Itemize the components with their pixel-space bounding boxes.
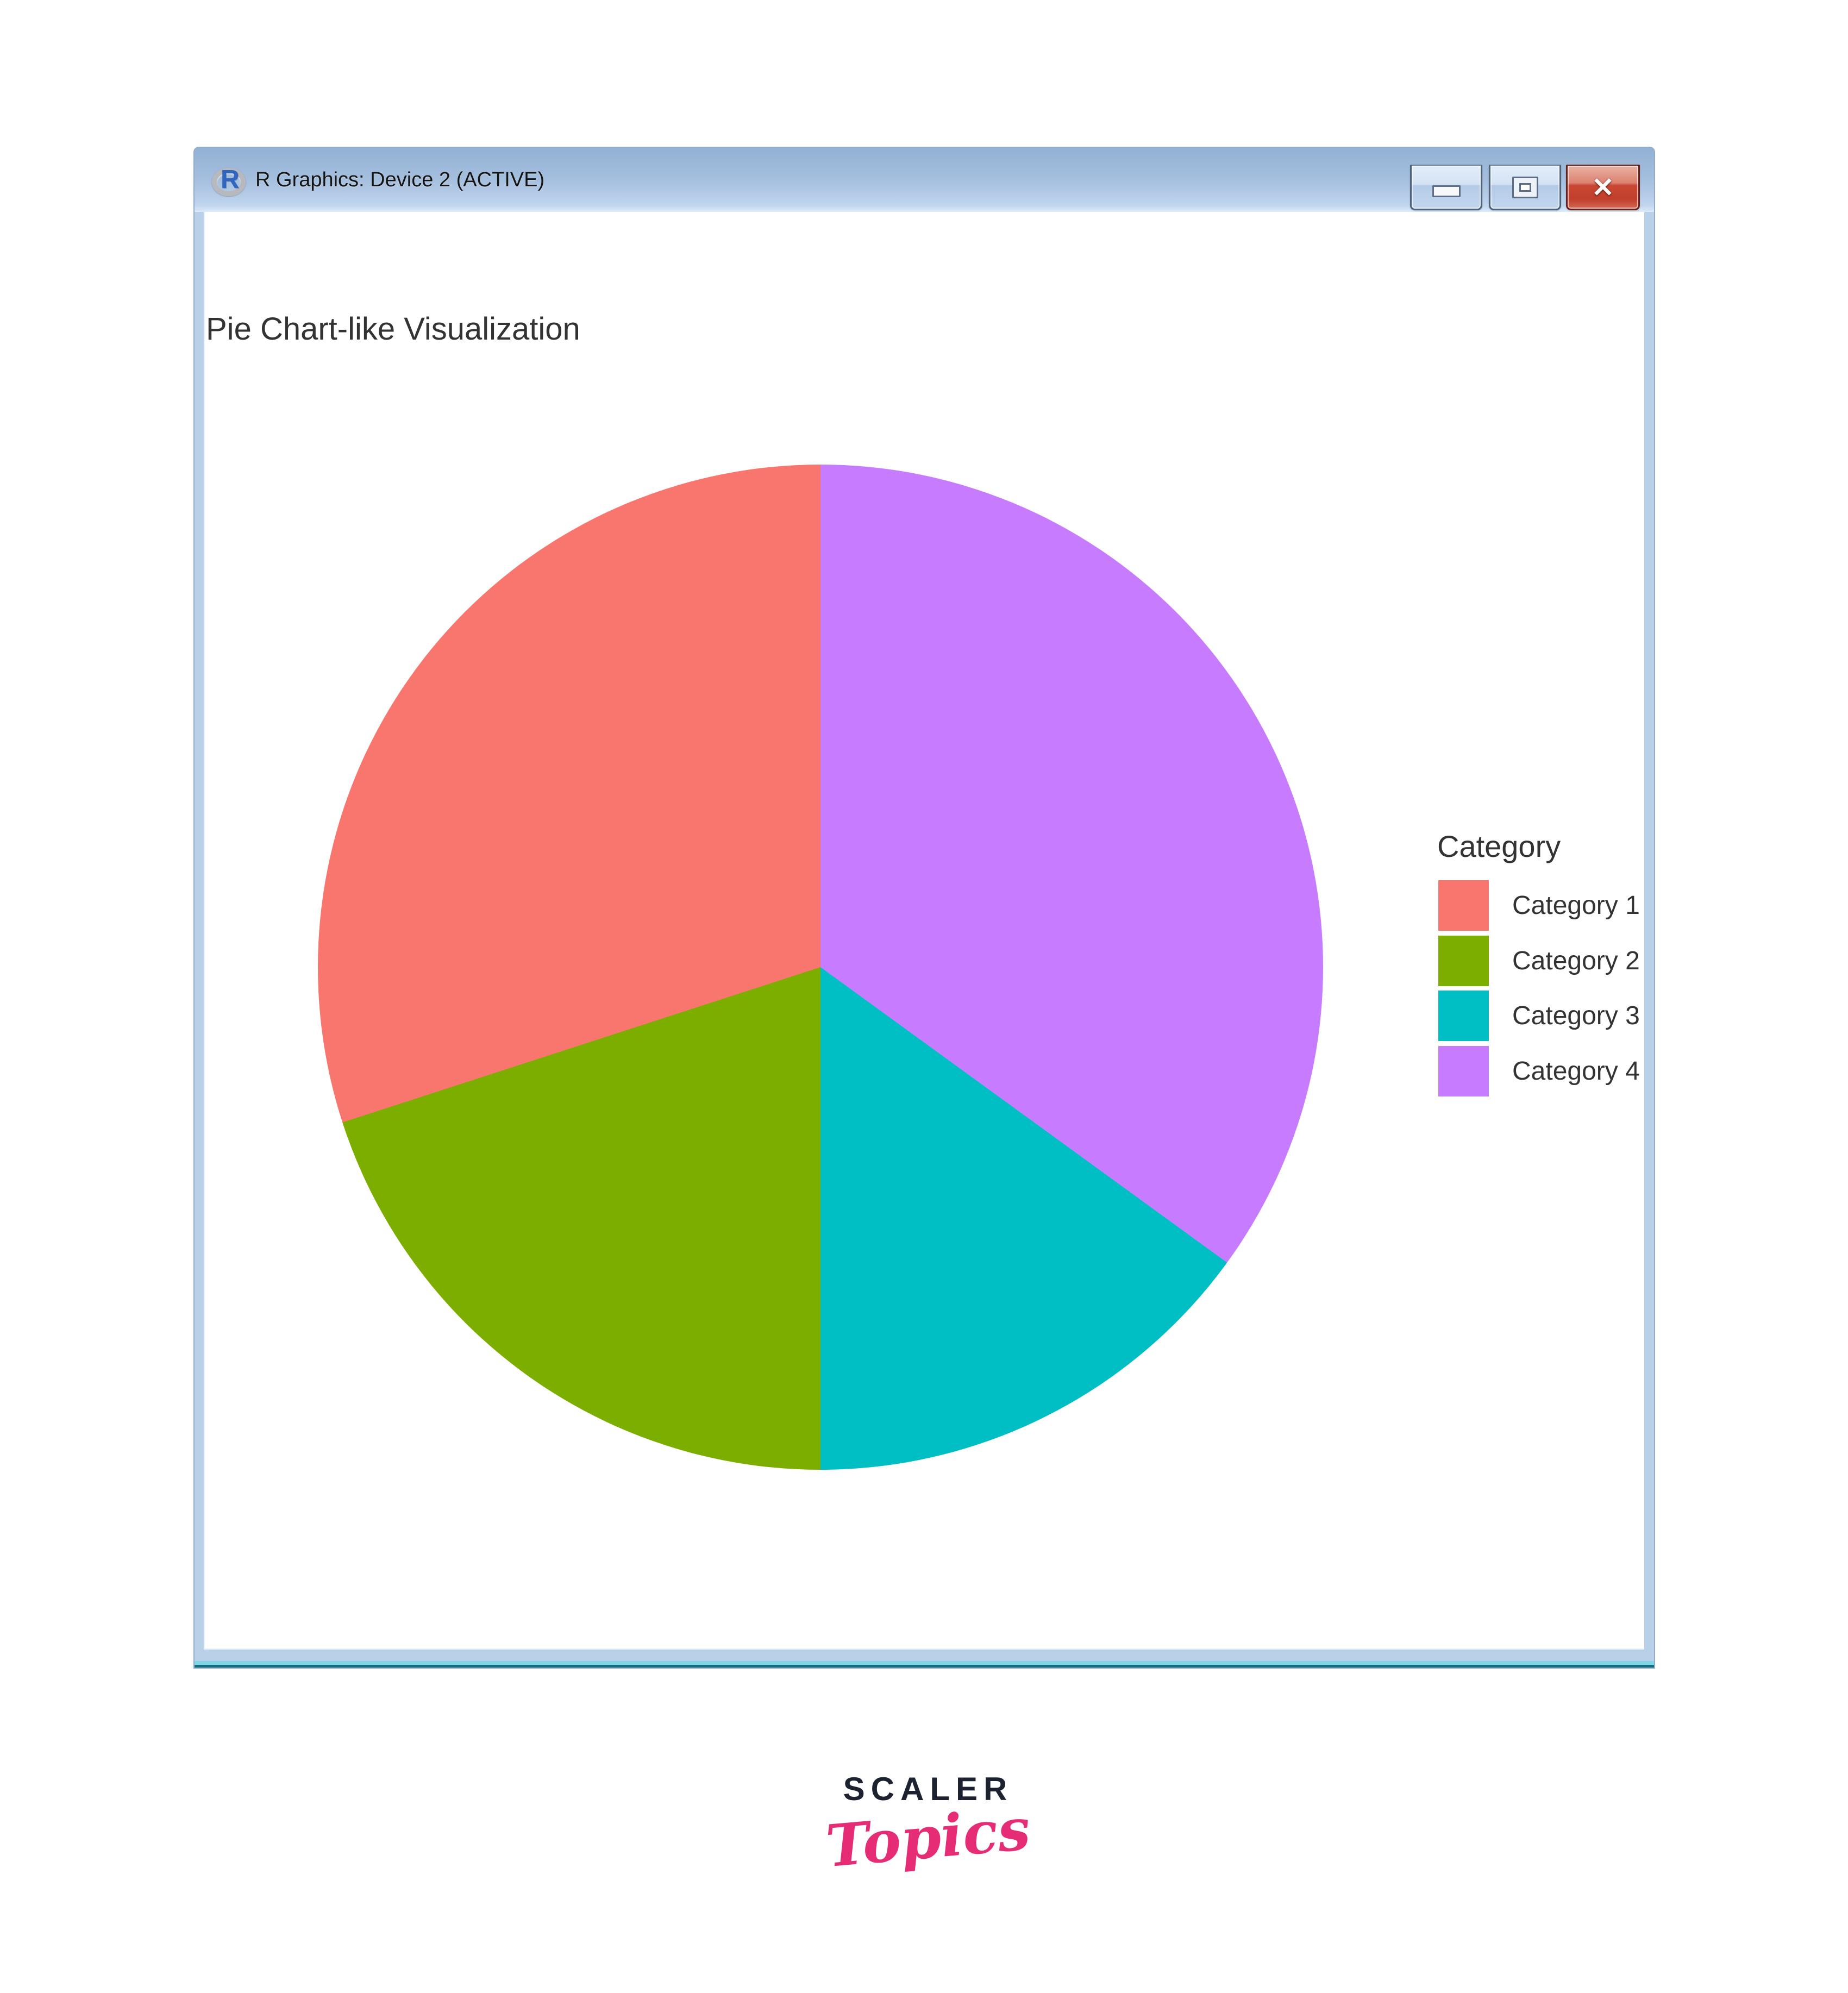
legend-swatch-category-1: [1438, 880, 1489, 931]
chart-title: Pie Chart-like Visualization: [206, 311, 580, 347]
legend-label: Category 3: [1512, 1001, 1640, 1030]
legend-item: Category 3: [1438, 991, 1644, 1041]
pie-chart: [318, 465, 1323, 1470]
legend-title: Category: [1437, 829, 1561, 863]
legend-item: Category 2: [1438, 936, 1644, 986]
window-titlebar[interactable]: R R Graphics: Device 2 (ACTIVE) ✕: [195, 148, 1654, 212]
legend-label: Category 2: [1512, 947, 1640, 975]
r-logo-ring: [212, 168, 246, 196]
r-logo-icon: R: [212, 164, 248, 196]
legend-item: Category 1: [1438, 880, 1644, 931]
legend-swatch-category-2: [1438, 936, 1489, 986]
window-bottom-accent-cyan: [195, 1661, 1654, 1665]
legend-label: Category 1: [1512, 891, 1640, 920]
scaler-wordmark: SCALER: [843, 1771, 1013, 1807]
legend-swatch-category-3: [1438, 991, 1489, 1041]
close-icon: ✕: [1592, 172, 1614, 203]
minimize-icon: [1432, 185, 1461, 197]
r-logo-letter: R: [221, 165, 240, 194]
window-title: R Graphics: Device 2 (ACTIVE): [255, 168, 545, 191]
legend-item: Category 4: [1438, 1046, 1644, 1096]
r-graphics-window: R R Graphics: Device 2 (ACTIVE) ✕ Pie Ch…: [195, 148, 1654, 1668]
restore-button[interactable]: [1489, 165, 1561, 210]
legend-swatch-category-4: [1438, 1046, 1489, 1096]
plot-canvas: Pie Chart-like Visualization Category Ca…: [204, 212, 1644, 1650]
close-button[interactable]: ✕: [1566, 165, 1640, 210]
window-bottom-accent-teal: [195, 1665, 1654, 1668]
legend-label: Category 4: [1512, 1057, 1640, 1086]
scaler-topics-logo: SCALER Topics: [765, 1770, 1091, 1880]
minimize-button[interactable]: [1410, 165, 1482, 210]
restore-icon: [1512, 176, 1538, 198]
